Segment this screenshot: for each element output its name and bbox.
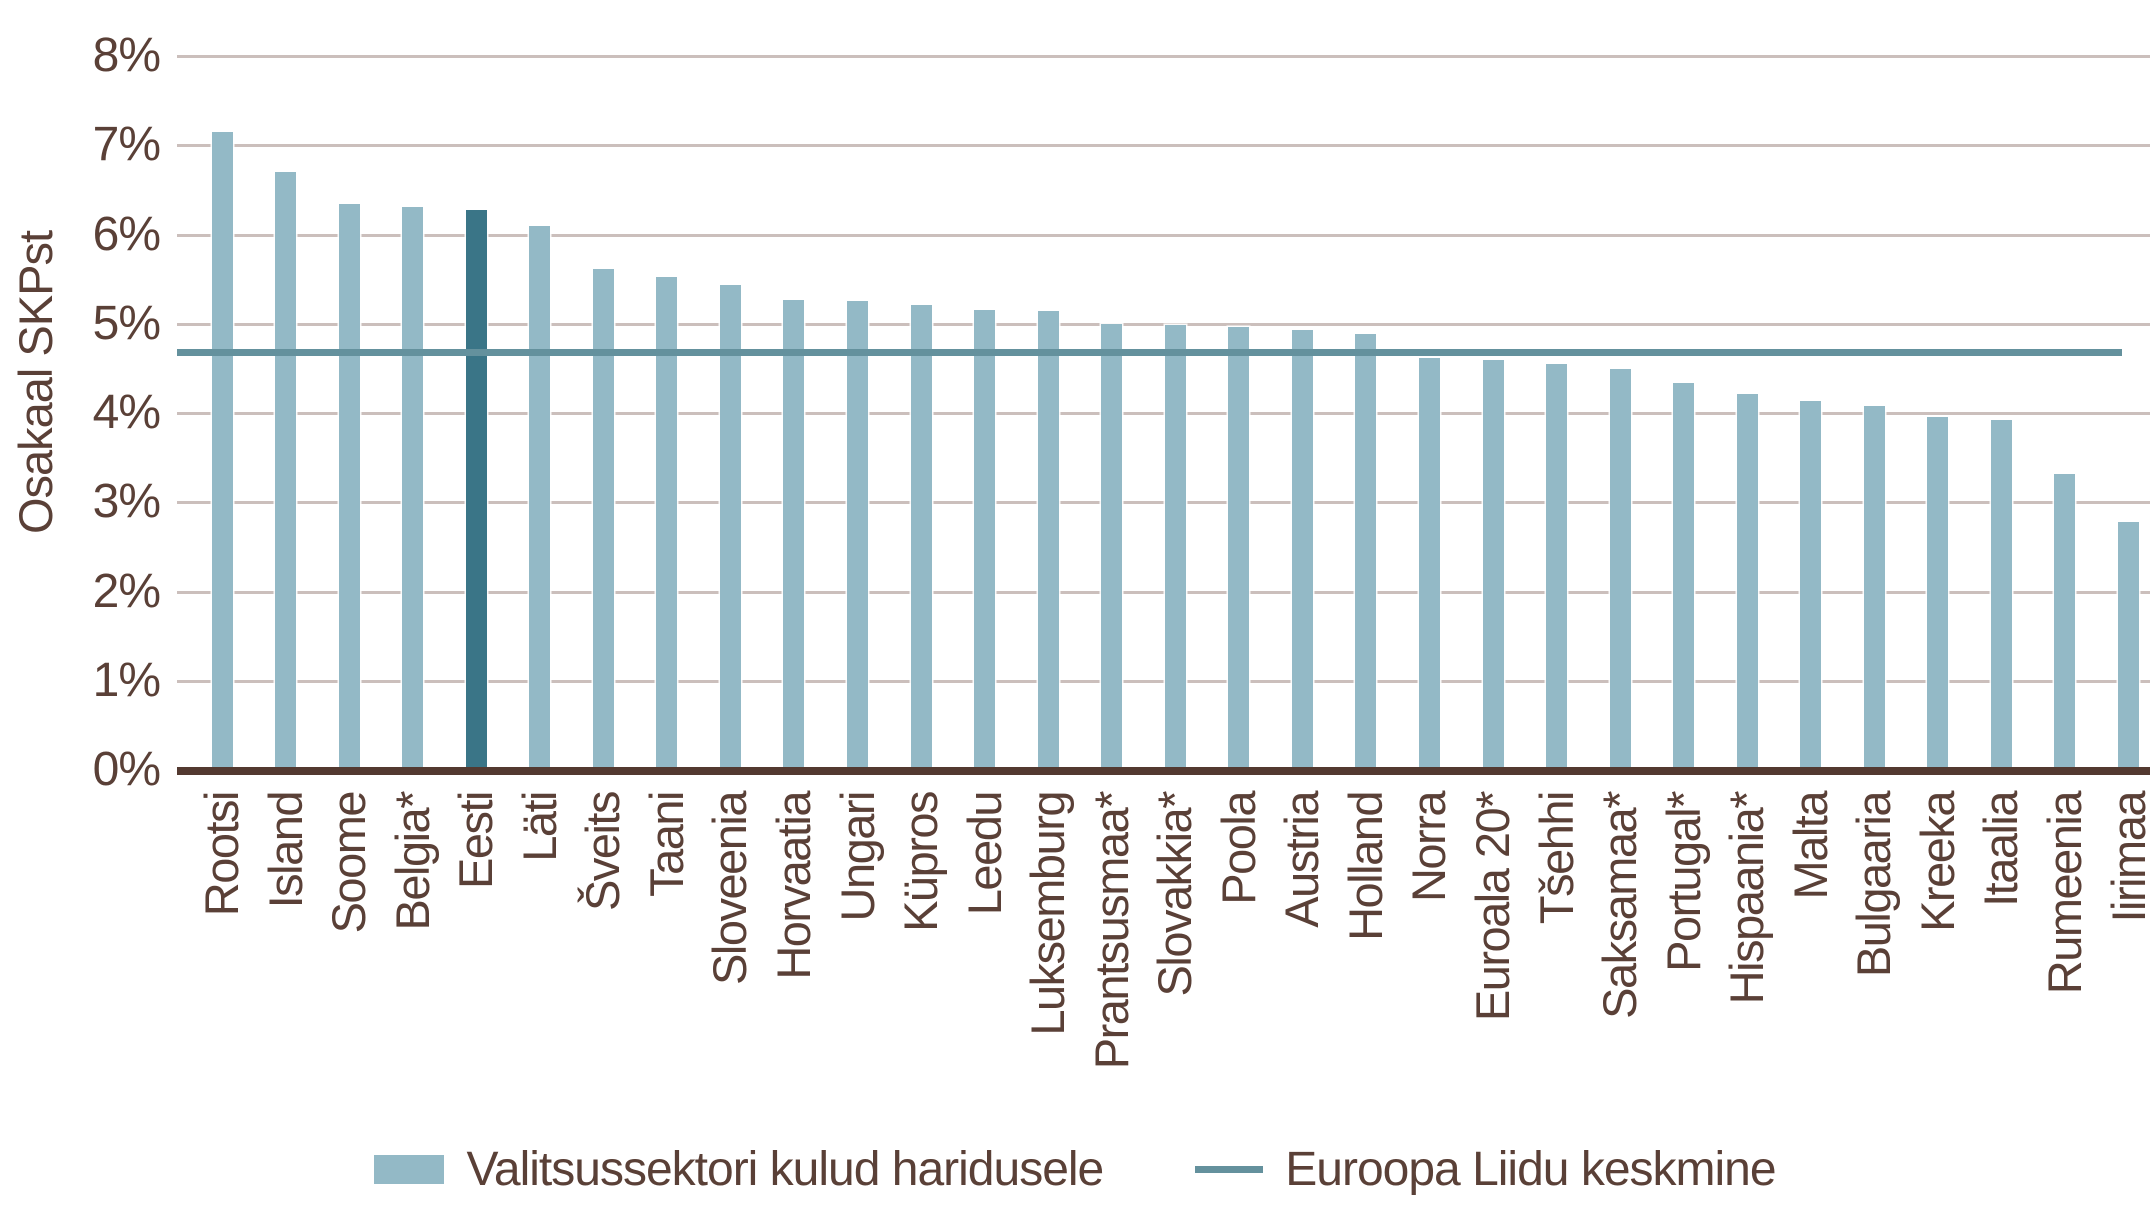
eu-average-line bbox=[177, 349, 2122, 356]
bar-Läti bbox=[529, 226, 550, 770]
bar-Eesti bbox=[466, 210, 487, 770]
bar-Horvaatia bbox=[783, 300, 804, 770]
x-label-Kreeka: Kreeka bbox=[1911, 792, 1964, 932]
bar-Bulgaaria bbox=[1864, 406, 1885, 770]
bar-Tšehhi bbox=[1546, 364, 1567, 770]
gridline-6pct bbox=[177, 234, 2150, 237]
x-label-Island: Island bbox=[259, 792, 312, 909]
x-label-Poola: Poola bbox=[1212, 792, 1265, 905]
bar-Kreeka bbox=[1927, 417, 1948, 770]
y-tick-label: 6% bbox=[92, 208, 161, 261]
x-label-Rumeenia: Rumeenia bbox=[2038, 792, 2091, 995]
x-label-Itaalia: Itaalia bbox=[1974, 792, 2027, 907]
bar-Luksemburg bbox=[1038, 311, 1059, 770]
x-label-Holland: Holland bbox=[1339, 792, 1392, 941]
x-label-Eesti: Eesti bbox=[449, 792, 502, 889]
x-label-Portugal*: Portugal* bbox=[1657, 792, 1710, 972]
x-label-Norra: Norra bbox=[1402, 792, 1455, 903]
gridline-1pct bbox=[177, 680, 2150, 683]
x-label-Läti: Läti bbox=[513, 792, 566, 862]
x-label-Soome: Soome bbox=[322, 792, 375, 934]
bar-Prantsusmaa* bbox=[1101, 324, 1122, 770]
bar-Malta bbox=[1800, 401, 1821, 770]
x-label-Iirimaa: Iirimaa bbox=[2102, 792, 2150, 923]
x-label-Sloveenia: Sloveenia bbox=[703, 792, 756, 985]
x-label-Hispaania*: Hispaania* bbox=[1720, 792, 1773, 1005]
x-label-Küpros: Küpros bbox=[894, 792, 947, 932]
x-label-Saksamaa*: Saksamaa* bbox=[1593, 792, 1646, 1019]
bar-Leedu bbox=[974, 310, 995, 770]
bar-Iirimaa bbox=[2118, 522, 2139, 770]
x-label-Ungari: Ungari bbox=[831, 792, 884, 922]
legend: Valitsussektori kulud haridusele Euroopa… bbox=[0, 1142, 2150, 1197]
y-tick-label: 8% bbox=[92, 29, 161, 82]
x-label-Šveits: Šveits bbox=[576, 792, 629, 911]
x-label-Malta: Malta bbox=[1784, 792, 1837, 900]
bar-Saksamaa* bbox=[1610, 369, 1631, 770]
y-tick-label: 7% bbox=[92, 118, 161, 171]
bar-Poola bbox=[1228, 327, 1249, 770]
bar-Hispaania* bbox=[1737, 394, 1758, 770]
x-label-Tšehhi: Tšehhi bbox=[1530, 792, 1583, 925]
bar-Taani bbox=[656, 277, 677, 770]
x-label-Leedu: Leedu bbox=[958, 792, 1011, 916]
bar-Slovakkia* bbox=[1165, 325, 1186, 770]
gridline-8pct bbox=[177, 55, 2150, 58]
legend-line-swatch bbox=[1195, 1166, 1264, 1173]
bar-Portugal* bbox=[1673, 383, 1694, 770]
bar-Norra bbox=[1419, 358, 1440, 770]
bar-Ungari bbox=[847, 301, 868, 770]
bar-Holland bbox=[1355, 334, 1376, 770]
y-tick-label: 5% bbox=[92, 297, 161, 350]
bar-Euroala 20* bbox=[1483, 360, 1504, 770]
gridline-5pct bbox=[177, 323, 2150, 326]
x-label-Luksemburg: Luksemburg bbox=[1021, 792, 1074, 1036]
bar-Sloveenia bbox=[720, 285, 741, 770]
x-axis-baseline bbox=[177, 767, 2150, 775]
bar-Rootsi bbox=[212, 132, 233, 770]
bar-Itaalia bbox=[1991, 420, 2012, 770]
x-label-Euroala 20*: Euroala 20* bbox=[1466, 792, 1519, 1022]
y-tick-label: 2% bbox=[92, 565, 161, 618]
y-tick-label: 0% bbox=[92, 743, 161, 796]
legend-bars-label: Valitsussektori kulud haridusele bbox=[466, 1143, 1104, 1196]
x-label-Prantsusmaa*: Prantsusmaa* bbox=[1085, 792, 1138, 1070]
x-label-Horvaatia: Horvaatia bbox=[767, 792, 820, 980]
bar-Rumeenia bbox=[2054, 474, 2075, 770]
gridline-2pct bbox=[177, 591, 2150, 594]
bar-Šveits bbox=[593, 269, 614, 770]
gridline-3pct bbox=[177, 501, 2150, 504]
x-label-Slovakkia*: Slovakkia* bbox=[1148, 792, 1201, 997]
legend-line-label: Euroopa Liidu keskmine bbox=[1285, 1143, 1776, 1196]
x-label-Taani: Taani bbox=[640, 792, 693, 897]
legend-bar-swatch bbox=[374, 1155, 445, 1184]
x-label-Bulgaaria: Bulgaaria bbox=[1847, 792, 1900, 978]
y-tick-label: 4% bbox=[92, 386, 161, 439]
y-tick-label: 3% bbox=[92, 475, 161, 528]
gridline-4pct bbox=[177, 412, 2150, 415]
y-tick-label: 1% bbox=[92, 654, 161, 707]
bar-Belgia* bbox=[402, 207, 423, 770]
bar-Island bbox=[275, 172, 296, 770]
gridline-7pct bbox=[177, 144, 2150, 147]
bar-Küpros bbox=[911, 305, 932, 770]
bar-Soome bbox=[339, 204, 360, 770]
x-label-Austria: Austria bbox=[1275, 792, 1328, 928]
x-label-Rootsi: Rootsi bbox=[195, 792, 248, 917]
x-label-Belgia*: Belgia* bbox=[386, 792, 439, 931]
bar-Austria bbox=[1292, 330, 1313, 770]
